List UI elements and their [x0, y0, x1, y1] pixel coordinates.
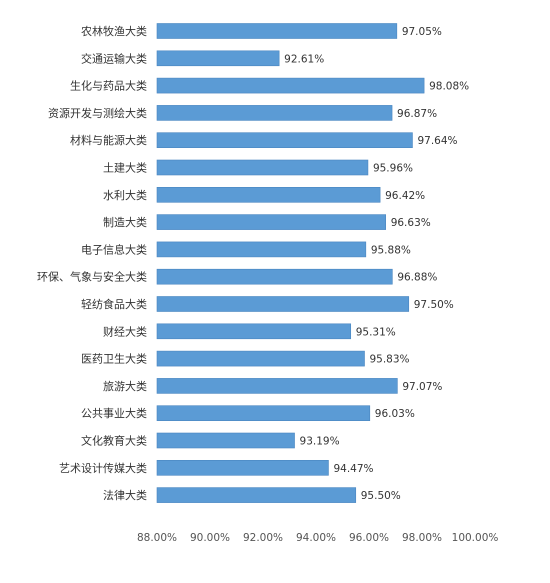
category-label: 艺术设计传媒大类 — [59, 461, 147, 475]
category-label: 环保、气象与安全大类 — [37, 270, 147, 284]
bar — [156, 296, 410, 312]
category-label: 公共事业大类 — [81, 406, 147, 420]
category-label: 生化与药品大类 — [70, 79, 147, 93]
value-label: 97.50% — [414, 299, 454, 311]
bar — [156, 323, 352, 340]
category-label: 交通运输大类 — [81, 51, 147, 65]
value-label: 97.05% — [402, 26, 442, 38]
x-tick-label: 98.00% — [402, 532, 442, 544]
value-labels: 97.05% 92.61% 98.08% 96.87% 97.64% 95.96% 96.4… — [284, 26, 469, 502]
x-tick-label: 90.00% — [190, 532, 230, 544]
category-label: 轻纺食品大类 — [81, 297, 147, 311]
bar — [156, 432, 295, 449]
x-tick-label: 88.00% — [137, 532, 177, 544]
value-label: 96.03% — [375, 408, 415, 420]
value-label: 97.07% — [402, 381, 442, 393]
value-label: 93.19% — [300, 436, 340, 448]
bars — [156, 23, 425, 503]
category-label: 土建大类 — [103, 161, 147, 175]
category-label: 水利大类 — [103, 188, 147, 202]
category-labels: 农林牧渔大类交通运输大类生化与药品大类资源开发与测绘大类材料与能源大类土建大类水… — [37, 24, 147, 502]
bar — [156, 23, 398, 39]
value-label: 95.88% — [371, 244, 411, 256]
x-tick-label: 92.00% — [243, 532, 283, 544]
value-label: 92.61% — [284, 53, 324, 65]
x-tick-label: 96.00% — [349, 532, 389, 544]
category-label: 财经大类 — [103, 324, 147, 338]
bar — [156, 241, 367, 258]
category-label: 医药卫生大类 — [81, 352, 147, 366]
category-label: 农林牧渔大类 — [81, 24, 147, 38]
category-label: 旅游大类 — [103, 379, 147, 393]
bar — [156, 405, 371, 422]
value-label: 96.63% — [391, 217, 431, 229]
x-tick-label: 100.00% — [452, 532, 499, 544]
x-axis-tick-labels: 88.00% 90.00% 92.00% 94.00% 96.00% 98.00% 100.… — [137, 532, 498, 544]
value-label: 97.64% — [417, 135, 457, 147]
bar — [156, 187, 381, 203]
category-label: 电子信息大类 — [81, 242, 147, 256]
value-label: 95.31% — [356, 326, 396, 338]
category-label: 文化教育大类 — [81, 434, 147, 448]
x-tick-label: 94.00% — [296, 532, 336, 544]
category-label: 材料与能源大类 — [70, 133, 147, 147]
value-label: 95.50% — [361, 490, 401, 502]
bar — [156, 214, 386, 230]
value-label: 96.42% — [385, 190, 425, 202]
value-label: 94.47% — [333, 463, 373, 475]
bar — [156, 350, 365, 367]
value-label: 96.88% — [397, 272, 437, 284]
bar — [156, 459, 329, 476]
bar — [156, 77, 425, 94]
bar — [156, 268, 393, 285]
value-label: 95.96% — [373, 163, 413, 175]
bar — [156, 50, 280, 67]
bar — [156, 132, 413, 148]
category-label: 制造大类 — [103, 215, 147, 229]
value-label: 98.08% — [429, 81, 469, 93]
bar — [156, 105, 393, 121]
bar — [156, 159, 369, 176]
bar — [156, 487, 357, 503]
bar — [156, 378, 398, 394]
category-label: 法律大类 — [103, 488, 147, 502]
value-label: 96.87% — [397, 108, 437, 120]
value-label: 95.83% — [369, 354, 409, 366]
category-label: 资源开发与测绘大类 — [48, 106, 147, 120]
